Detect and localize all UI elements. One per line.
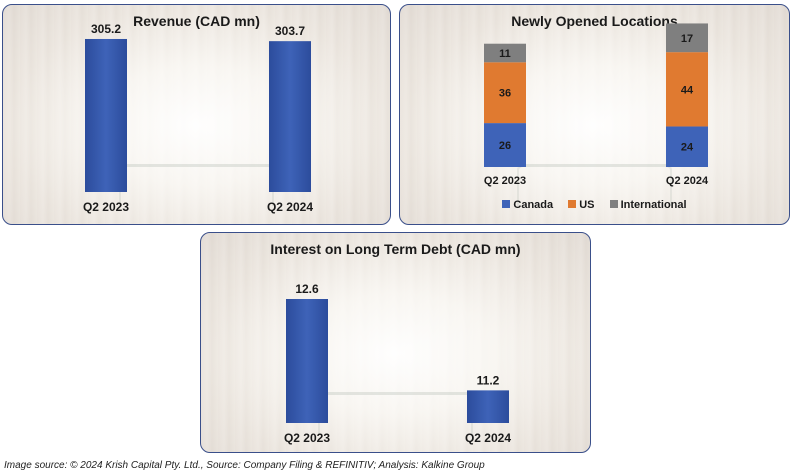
locations-legend: Canada US International (400, 199, 789, 211)
locations-bar-canada-1 (666, 126, 708, 167)
revenue-data-label-1: 303.7 (275, 24, 305, 38)
locations-chart-panel: Newly Opened Locations 26 36 11 Q2 2023 24 44… (399, 4, 790, 225)
locations-data-label-international-1: 17 (681, 33, 693, 45)
legend-swatch-canada (502, 200, 511, 208)
locations-data-label-international-0: 11 (499, 48, 511, 60)
revenue-bar-1 (269, 41, 311, 192)
interest-bar-0 (286, 299, 328, 423)
locations-bar-us-0 (484, 62, 526, 124)
legend-swatch-us (568, 200, 577, 208)
interest-data-label-0: 12.6 (295, 282, 319, 296)
interest-category-label-0: Q2 2023 (284, 431, 330, 445)
locations-chart: 26 36 11 Q2 2023 24 44 17 Q2 2024 (484, 23, 709, 187)
revenue-chart-panel: Revenue (CAD mn) 305.2 Q2 2023 303.7 Q2 202… (2, 4, 391, 225)
locations-category-label-1: Q2 2024 (666, 175, 709, 187)
legend-label-canada: Canada (513, 199, 554, 211)
revenue-bar-0 (85, 38, 127, 193)
legend-label-international: International (620, 199, 687, 211)
interest-chart-panel: Interest on Long Term Debt (CAD mn) 12.6… (200, 232, 591, 453)
locations-data-label-us-0: 36 (499, 88, 511, 100)
interest-chart-title: Interest on Long Term Debt (CAD mn) (270, 241, 521, 257)
locations-data-label-canada-1: 24 (681, 142, 694, 154)
locations-data-label-us-1: 44 (681, 84, 694, 96)
revenue-category-label-1: Q2 2024 (267, 200, 313, 214)
locations-chart-title: Newly Opened Locations (511, 13, 678, 29)
locations-bar-international-1 (666, 23, 708, 53)
legend-item-international: International (609, 199, 687, 211)
revenue-chart-title: Revenue (CAD mn) (133, 13, 260, 29)
interest-category-label-1: Q2 2024 (465, 431, 511, 445)
locations-bar-us-1 (666, 52, 708, 127)
locations-category-label-0: Q2 2023 (484, 175, 526, 187)
interest-data-label-1: 11.2 (477, 373, 500, 387)
image-source-note: Image source: © 2024 Krish Capital Pty. … (4, 460, 485, 471)
legend-label-us: US (579, 199, 595, 211)
legend-item-canada: Canada (502, 199, 553, 211)
interest-chart: 12.6 Q2 2023 11.2 Q2 2024 (284, 282, 511, 445)
interest-bar-1 (467, 390, 509, 423)
locations-bar-canada-0 (484, 123, 526, 167)
legend-item-us: US (568, 199, 595, 211)
revenue-data-label-0: 305.2 (91, 22, 121, 36)
revenue-chart: 305.2 Q2 2023 303.7 Q2 2024 (83, 22, 313, 214)
revenue-category-label-0: Q2 2023 (83, 200, 129, 214)
locations-data-label-canada-0: 26 (499, 140, 511, 152)
locations-bar-international-0 (484, 43, 526, 63)
legend-swatch-international (609, 200, 618, 208)
